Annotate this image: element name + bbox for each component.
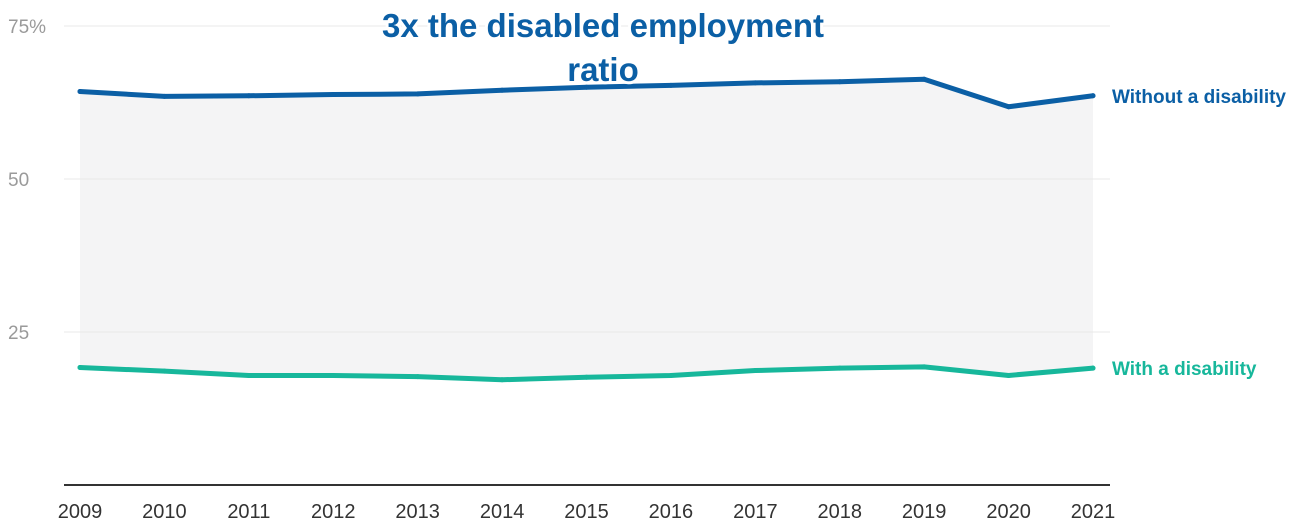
data-point [499,377,505,383]
y-tick-label: 75% [8,17,46,38]
annotation: 3x the disabled employment ratio [379,4,827,91]
x-tick-label: 2017 [733,501,778,520]
data-point [921,76,927,82]
data-point [246,372,252,378]
data-point [668,372,674,378]
data-point [415,91,421,97]
gridlines [64,25,1110,333]
data-point [752,368,758,374]
x-tick-label: 2020 [986,501,1031,520]
gap-shaded-area [80,79,1093,380]
data-point [668,82,674,88]
x-tick-label: 2019 [902,501,947,520]
data-point [77,364,83,370]
data-point [584,374,589,380]
data-point [330,372,336,378]
series-label: Without a disability [1112,87,1286,108]
data-point [1090,365,1096,371]
data-point [921,364,927,370]
y-tick-label: 50 [8,170,29,191]
x-tick-label: 2013 [395,501,440,520]
data-point [161,93,167,99]
x-tick-label: 2015 [564,501,609,520]
data-point [584,84,589,90]
x-tick-label: 2018 [818,501,863,520]
x-tick-label: 2011 [227,501,270,520]
x-tick-label: 2021 [1071,501,1116,520]
series-labels: Without a disability With a disability [1112,87,1286,380]
data-point [161,368,167,374]
data-point [77,88,83,94]
series-without-disability [77,76,1096,110]
data-point [415,374,421,380]
data-point [246,93,252,99]
y-tick-label: 25 [8,323,29,344]
data-point [1006,104,1012,110]
x-tick-label: 2014 [480,501,525,520]
data-point [1006,372,1012,378]
x-tick-label: 2012 [311,501,356,520]
data-point [1090,93,1096,99]
x-tick-labels: 2009 2010 2011 2012 2013 2014 2015 2016 2017 2018… [58,501,1116,520]
series-lines [77,76,1096,383]
data-point [837,79,843,85]
annotation-line: 3x the disabled employment [382,7,824,44]
data-point [330,92,336,98]
data-point [837,365,843,371]
annotation-line: ratio [567,51,639,88]
x-tick-label: 2009 [58,501,103,520]
series-label: With a disability [1112,359,1257,380]
y-tick-labels: 25 50 75% [8,17,46,344]
series-with-disability [77,364,1096,383]
data-point [499,87,505,93]
x-tick-label: 2010 [142,501,187,520]
data-point [752,80,758,86]
x-tick-label: 2016 [649,501,694,520]
